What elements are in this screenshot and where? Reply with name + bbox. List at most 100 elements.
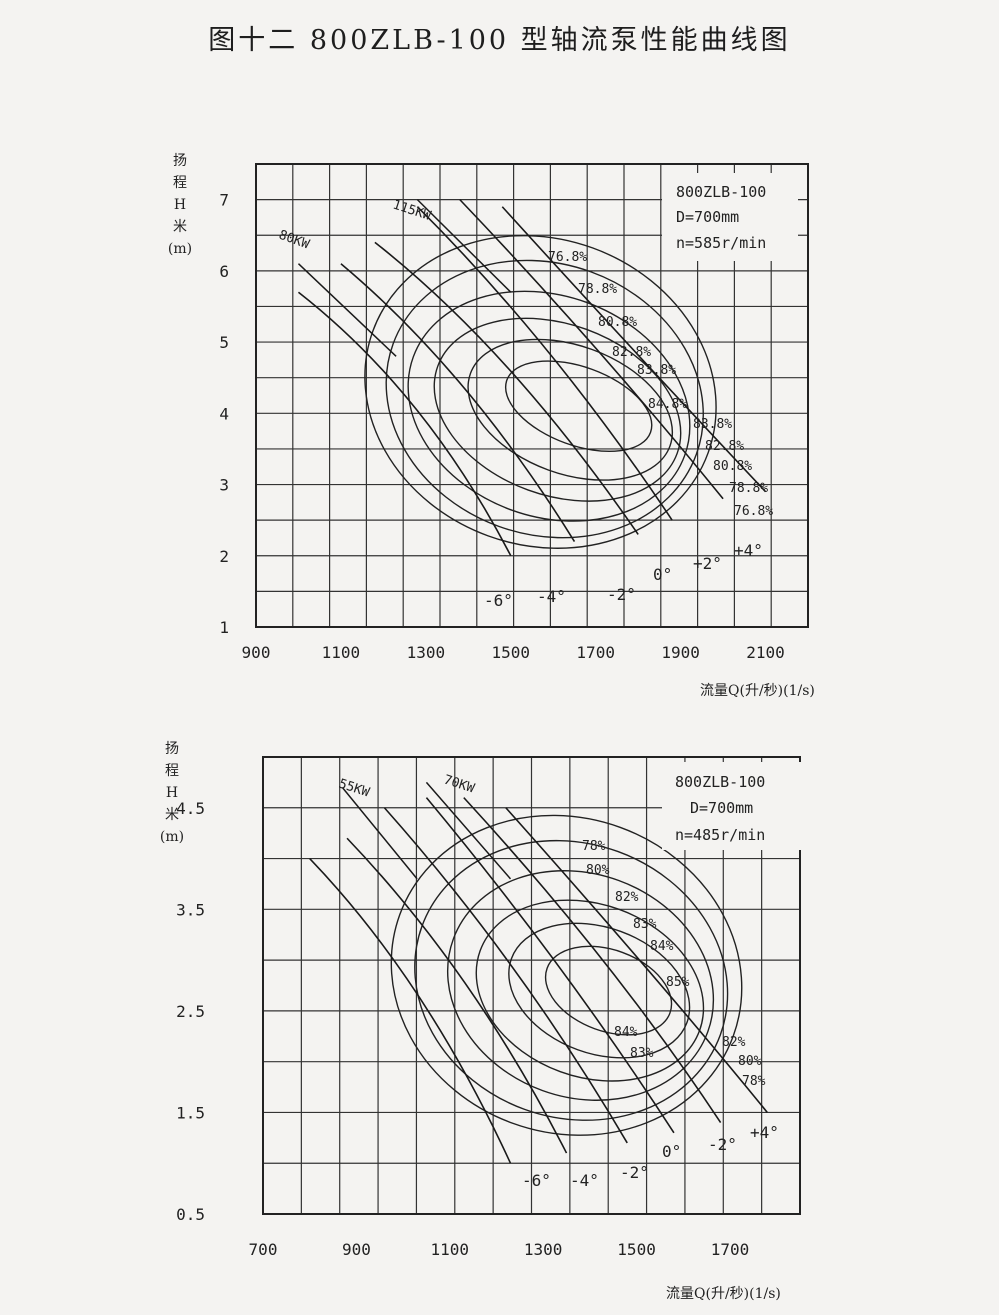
- page-title: 图十二 800ZLB-100 型轴流泵性能曲线图: [208, 25, 791, 56]
- power-line: [425, 781, 512, 880]
- efficiency-contour: [390, 814, 743, 1136]
- efficiency-label: 83.8%: [693, 417, 732, 432]
- efficiency-label: 78%: [742, 1074, 766, 1089]
- x-tick-label: 1700: [576, 643, 615, 662]
- y-axis-label-char: 米: [173, 219, 187, 235]
- efficiency-label: 82%: [722, 1035, 746, 1050]
- x-tick-label: 900: [242, 643, 271, 662]
- grid: [255, 163, 809, 628]
- y-axis-label-char: H: [166, 785, 178, 801]
- x-tick-labels: 900 1100 1300 1500 1700 1900 2100: [242, 643, 785, 662]
- x-tick-label: 1500: [617, 1240, 656, 1259]
- efficiency-label: 78.8%: [729, 481, 768, 496]
- blade-angle-line: [463, 797, 722, 1124]
- info-diameter: D=700mm: [690, 799, 753, 817]
- y-axis-label-char: 程: [165, 763, 179, 779]
- blade-angle-label: -6°: [484, 591, 513, 610]
- y-tick-label: 2.5: [176, 1002, 205, 1021]
- x-tick-label: 2100: [746, 643, 785, 662]
- efficiency-contour: [364, 234, 717, 549]
- blade-angle-label: +4°: [750, 1123, 779, 1142]
- y-axis-label-char: 扬: [165, 741, 179, 757]
- efficiency-contour: [407, 290, 691, 522]
- power-line: [416, 199, 512, 293]
- efficiency-label: 80%: [738, 1054, 762, 1069]
- info-speed: n=585r/min: [676, 234, 766, 252]
- y-tick-label: 1.5: [176, 1103, 205, 1122]
- x-axis-label: 流量Q(升/秒)(1/s): [700, 683, 815, 699]
- plot-border: [262, 756, 801, 1215]
- info-model: 800ZLB-100: [675, 773, 765, 791]
- efficiency-contour: [508, 922, 691, 1059]
- blade-angle-lines: [297, 199, 767, 557]
- y-tick-label: 6: [219, 262, 229, 281]
- y-axis-label-char: 米: [165, 807, 179, 823]
- efficiency-label: 82%: [615, 890, 639, 905]
- power-lines: [341, 781, 512, 880]
- y-tick-labels: 1 2 3 4 5 6 7: [219, 191, 229, 637]
- power-label: 70KW: [442, 773, 477, 797]
- blade-angle-label: -2°: [620, 1163, 649, 1182]
- efficiency-contour: [385, 259, 704, 539]
- x-tick-label: 1100: [431, 1240, 470, 1259]
- y-tick-label: 7: [219, 191, 229, 210]
- y-axis-label-char: (m): [160, 829, 184, 845]
- blade-angle-lines: [309, 797, 768, 1164]
- blade-angle-label: -2°: [708, 1135, 737, 1154]
- info-diameter: D=700mm: [676, 208, 739, 226]
- y-axis-label-char: H: [174, 197, 186, 213]
- efficiency-label: 76.8%: [734, 504, 773, 519]
- curve-labels: 76.8% 78.8% 80.8% 82.8% 83.8% 84.8% 83.8% 82.8%…: [277, 198, 774, 610]
- blade-angle-line: [383, 807, 628, 1144]
- efficiency-label: 84%: [650, 939, 674, 954]
- power-line: [341, 786, 418, 880]
- plot-border: [255, 163, 809, 628]
- y-axis-label-char: 程: [173, 175, 187, 191]
- efficiency-label: 84%: [614, 1025, 638, 1040]
- power-label: 55KW: [337, 777, 372, 801]
- blade-angle-line: [425, 797, 675, 1134]
- info-speed: n=485r/min: [675, 826, 765, 844]
- efficiency-label: 80%: [586, 863, 610, 878]
- x-tick-labels: 700 900 1100 1300 1500 1700: [249, 1240, 750, 1259]
- efficiency-contour: [433, 317, 682, 502]
- x-tick-label: 1900: [661, 643, 700, 662]
- y-tick-label: 1: [219, 618, 229, 637]
- blade-angle-line: [459, 199, 724, 500]
- x-tick-label: 1300: [524, 1240, 563, 1259]
- blade-angle-label: 0°: [653, 565, 672, 584]
- x-tick-label: 700: [249, 1240, 278, 1259]
- blade-angle-label: -2°: [607, 585, 636, 604]
- efficiency-label: 83.8%: [637, 363, 676, 378]
- blade-angle-line: [501, 206, 767, 493]
- y-tick-labels: 0.5 1.5 2.5 3.5 4.5: [176, 799, 205, 1224]
- plot-frame: [255, 163, 809, 628]
- blade-angle-label: -6°: [522, 1171, 551, 1190]
- blade-angle-line: [309, 858, 512, 1164]
- efficiency-label: 82.8%: [612, 345, 651, 360]
- efficiency-label: 83%: [633, 917, 657, 932]
- plot-frame: [262, 756, 801, 1215]
- y-tick-label: 3.5: [176, 900, 205, 919]
- chart-585rpm: 1 2 3 4 5 6 7 900 1100 1300 1500 1700 1900 2100 扬程H米…: [168, 153, 815, 699]
- info-model: 800ZLB-100: [676, 183, 766, 201]
- blade-angle-line: [346, 837, 568, 1154]
- y-tick-label: 3: [219, 476, 229, 495]
- y-tick-label: 4: [219, 404, 229, 423]
- efficiency-label: 76.8%: [548, 250, 587, 265]
- y-tick-label: 5: [219, 333, 229, 352]
- efficiency-label: 80.8%: [598, 315, 637, 330]
- efficiency-contours: [364, 234, 717, 549]
- y-axis-label-char: (m): [168, 241, 192, 257]
- y-tick-label: 4.5: [176, 799, 205, 818]
- x-tick-label: 1100: [322, 643, 361, 662]
- x-tick-label: 1700: [711, 1240, 750, 1259]
- blade-angle-line: [416, 206, 673, 521]
- info-box: [662, 762, 802, 850]
- blade-angle-label: -4°: [570, 1171, 599, 1190]
- efficiency-label: 80.8%: [713, 459, 752, 474]
- blade-angle-label: 0°: [662, 1142, 681, 1161]
